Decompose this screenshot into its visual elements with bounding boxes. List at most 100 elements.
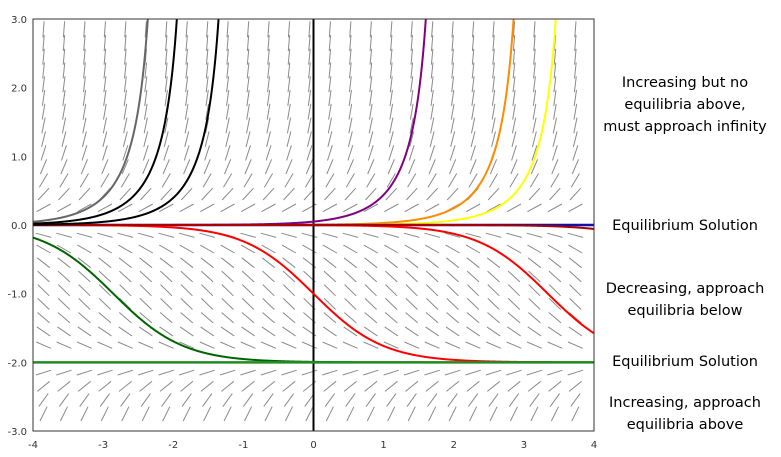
slope-segment (384, 257, 398, 269)
slope-segment (282, 257, 296, 269)
slope-segment (139, 298, 152, 310)
slope-segment (42, 62, 45, 79)
slope-segment (489, 173, 499, 188)
slope-segment (552, 131, 558, 148)
slope-segment (527, 380, 542, 392)
slope-segment (61, 117, 67, 134)
slope-segment (507, 380, 521, 392)
slope-segment (158, 203, 174, 213)
slope-segment (528, 187, 541, 201)
slope-segment (199, 244, 215, 254)
slope-segment (425, 270, 439, 283)
slope-segment (138, 326, 153, 337)
slope-segment (267, 62, 270, 79)
slope-segment (408, 159, 416, 175)
slope-segment (430, 103, 434, 120)
slope-segment (389, 117, 394, 134)
slope-segment (165, 35, 168, 52)
slope-segment (342, 341, 358, 349)
slope-segment (162, 406, 171, 422)
slope-segment (550, 173, 560, 188)
slope-segment (36, 326, 51, 337)
slope-segment (61, 131, 67, 148)
slope-segment (245, 145, 251, 161)
slope-segment (506, 244, 522, 254)
slope-segment (533, 76, 536, 93)
slope-segment (98, 257, 112, 269)
slope-segment (322, 341, 338, 349)
slope-segment (472, 21, 475, 38)
slope-segment (328, 35, 332, 52)
slope-segment (506, 369, 522, 376)
slope-segment (287, 62, 291, 79)
slope-segment (486, 326, 501, 337)
slope-segment (98, 312, 112, 324)
slope-segment (387, 406, 396, 422)
slope-segment (282, 312, 296, 324)
slope-segment (118, 203, 133, 213)
slope-segment (428, 159, 436, 175)
slope-segment (308, 62, 311, 79)
annotation-line: equilibria above, (624, 97, 746, 113)
slope-segment (532, 117, 537, 134)
slope-segment (160, 284, 173, 297)
slope-segment (223, 406, 232, 422)
slope-segment (506, 203, 522, 213)
slope-segment (262, 270, 275, 283)
slope-segment (508, 393, 520, 407)
slope-segment (266, 117, 271, 134)
slope-segment (57, 284, 71, 297)
slope-segment (123, 89, 127, 106)
slope-segment (203, 406, 212, 422)
slope-segment (446, 312, 460, 324)
slope-segment (76, 341, 92, 349)
slope-segment (83, 62, 86, 79)
slope-segment (553, 103, 557, 120)
slope-segment (287, 103, 291, 120)
slope-segment (485, 232, 502, 238)
slope-segment (82, 117, 87, 134)
slope-segment (385, 270, 398, 283)
slope-segment (487, 298, 500, 310)
slope-segment (220, 257, 235, 269)
annotation-line: Equilibrium Solution (612, 218, 758, 234)
slope-segment (59, 406, 68, 422)
slope-segment (533, 48, 536, 65)
slope-field (35, 21, 584, 422)
slope-segment (445, 326, 460, 337)
slope-segment (241, 312, 255, 324)
slope-segment (428, 406, 437, 422)
slope-segment (62, 89, 66, 106)
slope-segment (430, 76, 434, 93)
slope-segment (390, 35, 393, 52)
slope-segment (119, 187, 132, 201)
slope-segment (57, 270, 71, 283)
slope-segment (410, 21, 413, 38)
slope-segment (183, 145, 190, 161)
slope-segment (573, 117, 578, 134)
slope-segment (103, 62, 107, 79)
slope-segment (264, 406, 273, 422)
slope-segment (143, 131, 149, 148)
slope-segment (200, 257, 214, 269)
slope-segment (164, 89, 168, 106)
slope-segment (37, 284, 50, 297)
slope-segment (305, 159, 313, 175)
slope-segment (389, 103, 394, 120)
slope-segment (403, 369, 420, 376)
slope-segment (77, 257, 92, 269)
slope-segment (178, 369, 195, 376)
slope-segment (179, 203, 194, 213)
slope-segment (266, 89, 271, 106)
annotation-line: equilibria above (626, 417, 744, 433)
slope-segment (572, 131, 578, 148)
slope-segment (446, 380, 460, 392)
slope-segment (220, 244, 235, 254)
slope-segment (507, 284, 521, 297)
slope-segment (265, 145, 272, 161)
slope-segment (241, 298, 255, 310)
slope-segment (223, 173, 233, 188)
slope-segment (348, 117, 353, 134)
slope-segment (56, 341, 72, 349)
x-tick-label: -1 (238, 440, 248, 451)
